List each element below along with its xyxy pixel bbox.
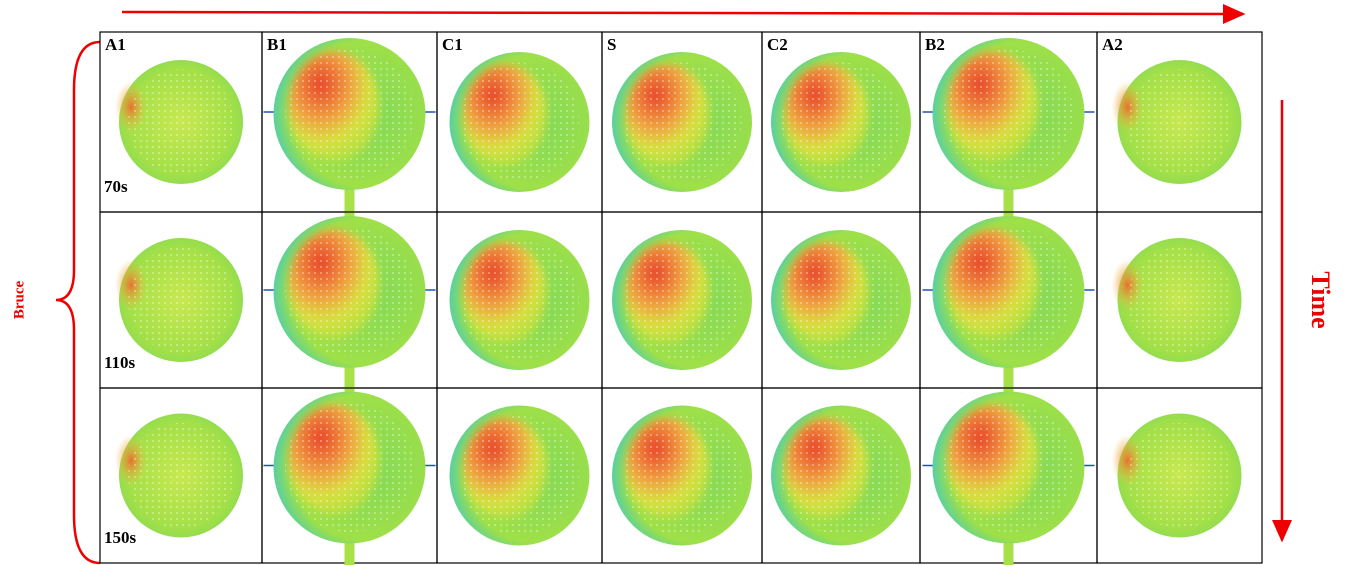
mesh-dots (128, 69, 233, 174)
row-label: 150s (104, 528, 137, 547)
simulation-image (450, 52, 590, 192)
simulation-image (115, 414, 243, 538)
mesh-dots (460, 416, 579, 535)
simulation-image (771, 230, 911, 370)
column-label: C2 (767, 35, 788, 54)
outlet-pipe (1004, 186, 1014, 220)
mesh-dots (460, 63, 579, 182)
mesh-dots (782, 416, 901, 535)
mesh-dots (623, 63, 742, 182)
simulation-image (1112, 60, 1242, 184)
outlet-pipe (345, 186, 355, 220)
mesh-dots (128, 247, 233, 352)
time-label: Time (1306, 271, 1335, 328)
simulation-image (264, 38, 436, 220)
row-label: 110s (104, 353, 136, 372)
column-label: B1 (267, 35, 287, 54)
simulation-image (771, 52, 911, 192)
simulation-image (264, 392, 436, 565)
simulation-image (771, 406, 911, 546)
simulation-image (1112, 414, 1242, 538)
simulation-image (450, 230, 590, 370)
simulation-image (450, 406, 590, 546)
simulation-image (923, 392, 1095, 565)
mesh-dots (1127, 423, 1232, 528)
mesh-dots (782, 241, 901, 360)
column-label: A2 (1102, 35, 1123, 54)
mesh-dots (285, 227, 414, 356)
top-arrow (122, 12, 1243, 14)
mesh-dots (460, 241, 579, 360)
image-grid: A1 B1 C1 S C2 B2 A2 70s 110s 150s (100, 32, 1262, 565)
bruce-label: Bruce (11, 281, 27, 320)
mesh-dots (128, 423, 233, 528)
mesh-dots (944, 403, 1073, 532)
simulation-image (115, 238, 243, 362)
simulation-image (115, 60, 243, 184)
simulation-image (612, 230, 752, 370)
simulation-image (923, 38, 1095, 220)
brace (56, 42, 100, 563)
simulation-image (612, 52, 752, 192)
mesh-dots (944, 49, 1073, 178)
mesh-dots (944, 227, 1073, 356)
column-label: A1 (105, 35, 126, 54)
simulation-image (264, 216, 436, 398)
mesh-dots (285, 49, 414, 178)
mesh-dots (623, 241, 742, 360)
simulation-image (923, 216, 1095, 398)
column-label: C1 (442, 35, 463, 54)
mesh-dots (1127, 247, 1232, 352)
row-label: 70s (104, 177, 128, 196)
simulation-image (1112, 238, 1242, 362)
mesh-dots (285, 403, 414, 532)
mesh-dots (782, 63, 901, 182)
figure: Time Bruce A1 B1 C1 S C2 B2 A2 70s 110s 150s (0, 0, 1350, 565)
mesh-dots (1127, 69, 1232, 174)
mesh-dots (623, 416, 742, 535)
simulation-image (612, 406, 752, 546)
column-label: B2 (925, 35, 945, 54)
column-label: S (607, 35, 616, 54)
